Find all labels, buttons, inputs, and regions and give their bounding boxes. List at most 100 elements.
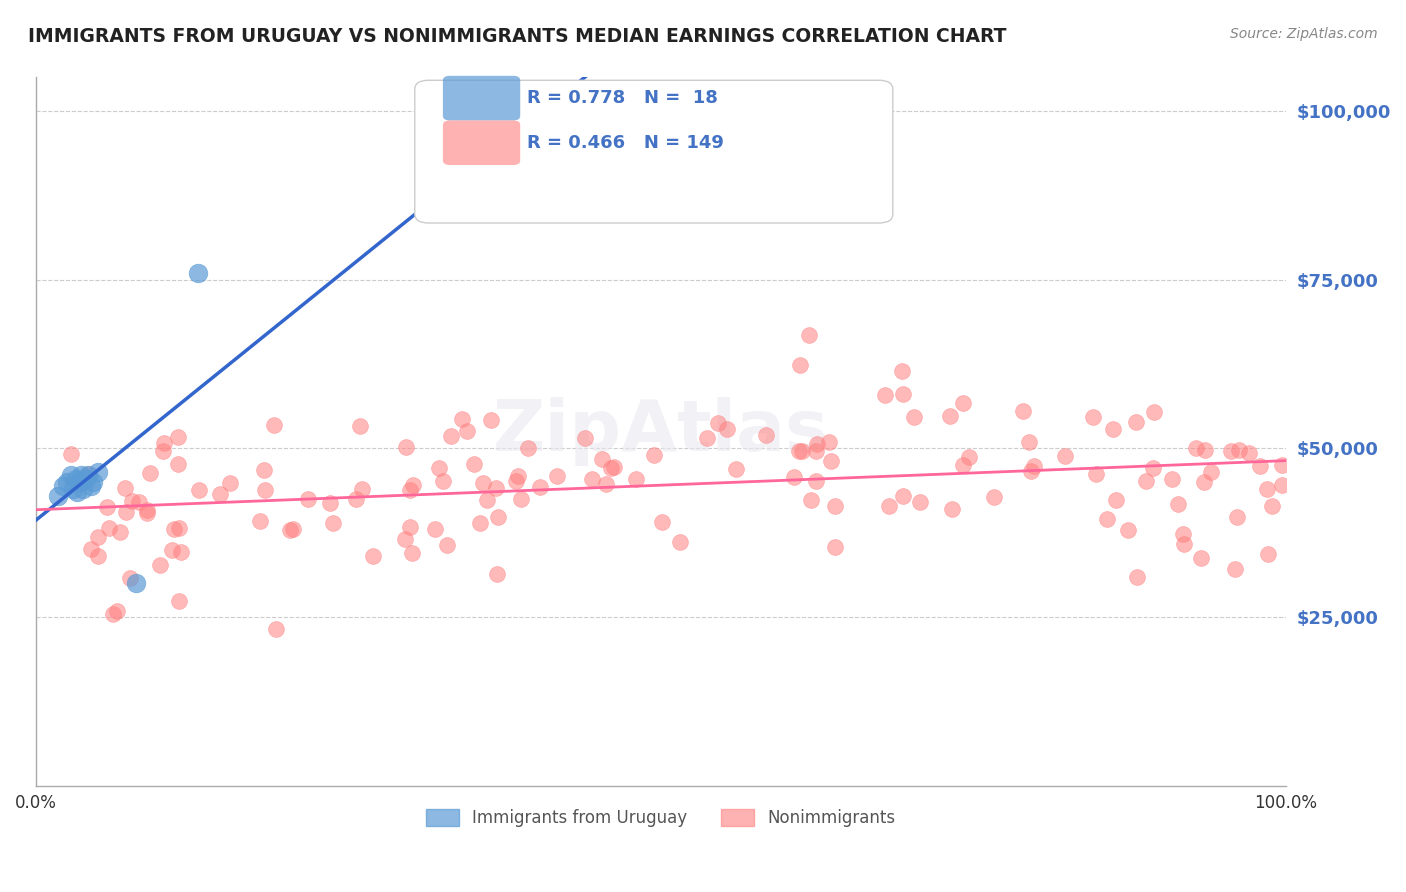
Point	[1194, 442, 1216, 457]
Point	[1249, 458, 1271, 473]
Point	[1173, 537, 1195, 551]
Point	[398, 520, 420, 534]
Point	[508, 469, 530, 483]
Point	[72, 482, 94, 496]
Point	[121, 494, 143, 508]
Point	[755, 428, 778, 442]
Point	[516, 441, 538, 455]
Point	[1271, 458, 1294, 473]
Point	[297, 491, 319, 506]
Point	[481, 413, 503, 427]
Point	[69, 475, 91, 490]
Point	[187, 483, 209, 498]
Point	[824, 540, 846, 554]
Point	[1261, 499, 1284, 513]
Point	[439, 429, 461, 443]
Point	[163, 522, 186, 536]
Point	[546, 468, 568, 483]
Point	[87, 549, 110, 564]
Point	[891, 364, 914, 378]
Point	[401, 546, 423, 560]
Point	[486, 152, 509, 166]
Point	[1161, 472, 1184, 486]
Point	[427, 461, 450, 475]
Point	[891, 387, 914, 401]
Text: R = 0.778   N =  18: R = 0.778 N = 18	[527, 89, 718, 107]
Point	[153, 435, 176, 450]
Point	[668, 535, 690, 549]
Point	[505, 475, 527, 489]
Point	[97, 521, 120, 535]
Point	[463, 457, 485, 471]
Point	[875, 388, 897, 402]
Point	[891, 489, 914, 503]
Point	[352, 482, 374, 496]
Point	[361, 549, 384, 564]
Point	[472, 476, 495, 491]
Point	[70, 468, 93, 483]
Point	[128, 495, 150, 509]
Point	[263, 417, 285, 432]
Point	[789, 358, 811, 372]
Point	[1271, 478, 1294, 492]
Point	[118, 571, 141, 585]
Point	[707, 416, 730, 430]
Point	[724, 462, 747, 476]
Point	[152, 444, 174, 458]
Text: Source: ZipAtlas.com: Source: ZipAtlas.com	[1230, 27, 1378, 41]
Point	[160, 543, 183, 558]
Point	[581, 472, 603, 486]
Point	[187, 266, 209, 280]
Point	[105, 604, 128, 618]
Text: ZipAtlas: ZipAtlas	[492, 397, 828, 467]
Point	[1143, 404, 1166, 418]
Point	[139, 466, 162, 480]
Point	[87, 530, 110, 544]
Point	[468, 516, 491, 531]
Point	[1135, 474, 1157, 488]
Point	[167, 520, 190, 534]
Point	[395, 441, 418, 455]
Point	[136, 503, 159, 517]
Point	[952, 458, 974, 472]
Point	[319, 496, 342, 510]
Point	[322, 516, 344, 531]
Point	[1054, 449, 1077, 463]
Point	[957, 450, 980, 464]
Point	[818, 434, 841, 449]
Text: R = 0.466   N = 149: R = 0.466 N = 149	[527, 134, 724, 152]
Point	[209, 487, 232, 501]
Point	[65, 472, 87, 486]
Point	[436, 538, 458, 552]
Point	[591, 452, 613, 467]
Point	[66, 485, 89, 500]
Point	[1257, 547, 1279, 561]
Point	[125, 576, 148, 591]
Point	[80, 478, 103, 492]
Point	[1226, 509, 1249, 524]
Point	[804, 443, 827, 458]
Point	[643, 448, 665, 462]
Legend: Immigrants from Uruguay, Nonimmigrants: Immigrants from Uruguay, Nonimmigrants	[419, 803, 903, 834]
Point	[169, 594, 191, 608]
Point	[510, 491, 533, 506]
Point	[254, 483, 277, 498]
Point	[485, 566, 508, 581]
Point	[103, 607, 125, 622]
Point	[651, 515, 673, 529]
Point	[1219, 443, 1241, 458]
Point	[599, 460, 621, 475]
Point	[56, 475, 79, 490]
Point	[952, 396, 974, 410]
Point	[1227, 442, 1250, 457]
Point	[167, 430, 190, 444]
Point	[939, 409, 962, 423]
Point	[574, 432, 596, 446]
Point	[87, 465, 110, 479]
Point	[450, 412, 472, 426]
Point	[877, 499, 900, 513]
Point	[344, 491, 367, 506]
Point	[787, 443, 810, 458]
Point	[394, 532, 416, 546]
Point	[908, 495, 931, 509]
